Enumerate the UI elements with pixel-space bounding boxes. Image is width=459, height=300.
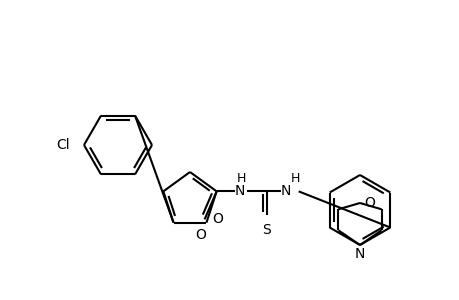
Text: O: O <box>363 196 374 210</box>
Text: H: H <box>236 172 246 185</box>
Text: O: O <box>212 212 223 226</box>
Text: N: N <box>354 247 364 261</box>
Text: N: N <box>234 184 245 198</box>
Text: N: N <box>280 184 291 198</box>
Text: H: H <box>290 172 299 185</box>
Text: Cl: Cl <box>56 138 70 152</box>
Text: S: S <box>262 223 270 237</box>
Text: O: O <box>195 228 206 242</box>
